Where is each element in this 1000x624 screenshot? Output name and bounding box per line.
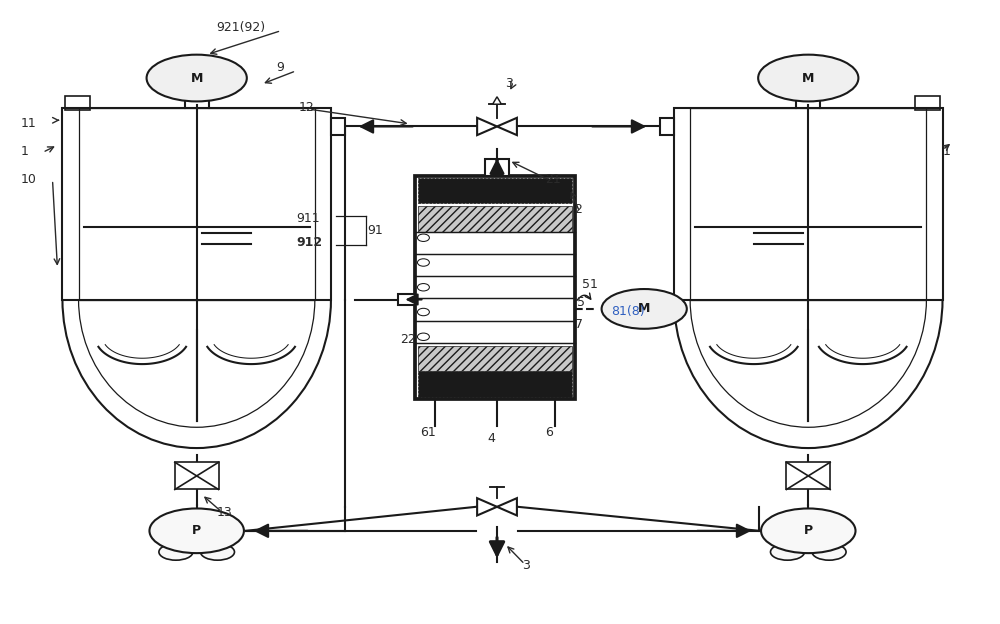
Text: M: M — [191, 72, 203, 84]
Text: 911: 911 — [296, 212, 320, 225]
Text: 10: 10 — [21, 172, 37, 185]
Polygon shape — [477, 498, 497, 515]
Text: 6: 6 — [545, 426, 553, 439]
Polygon shape — [497, 118, 517, 135]
Ellipse shape — [147, 55, 247, 102]
Bar — [331, 119, 345, 135]
Text: 7: 7 — [575, 318, 583, 331]
Polygon shape — [493, 97, 501, 104]
Text: M: M — [802, 72, 814, 84]
Bar — [175, 462, 219, 489]
Bar — [65, 96, 90, 110]
Text: 921(92): 921(92) — [217, 21, 266, 34]
Text: P: P — [804, 524, 813, 537]
Text: 1: 1 — [943, 145, 950, 158]
Bar — [418, 178, 572, 203]
Text: M: M — [638, 303, 650, 315]
Text: 3: 3 — [505, 77, 513, 90]
Bar — [485, 158, 509, 176]
Bar — [398, 294, 415, 305]
Text: 9: 9 — [276, 61, 284, 74]
Ellipse shape — [770, 544, 804, 560]
Text: 1: 1 — [21, 145, 29, 158]
Bar — [415, 176, 575, 399]
Text: 21: 21 — [545, 172, 561, 185]
Ellipse shape — [602, 289, 687, 329]
Bar — [660, 119, 674, 135]
Text: 912: 912 — [296, 236, 322, 249]
Text: 13: 13 — [217, 507, 232, 520]
Ellipse shape — [758, 55, 858, 102]
Bar — [786, 462, 830, 489]
Bar — [418, 346, 572, 371]
Text: 81(8): 81(8) — [611, 306, 645, 318]
Text: 3: 3 — [522, 559, 530, 572]
Text: 11: 11 — [21, 117, 36, 130]
Text: 4: 4 — [487, 432, 495, 446]
Polygon shape — [497, 498, 517, 515]
Text: 22: 22 — [401, 333, 416, 346]
Ellipse shape — [200, 544, 234, 560]
Text: P: P — [192, 524, 201, 537]
Text: 61: 61 — [420, 426, 436, 439]
Ellipse shape — [812, 544, 846, 560]
Ellipse shape — [761, 509, 856, 553]
Bar — [418, 206, 572, 232]
Text: 2: 2 — [575, 203, 582, 217]
Text: 51: 51 — [582, 278, 597, 291]
Ellipse shape — [159, 544, 193, 560]
Polygon shape — [477, 118, 497, 135]
Ellipse shape — [149, 509, 244, 553]
Bar — [915, 96, 940, 110]
Text: 91: 91 — [368, 224, 383, 237]
Bar — [418, 371, 572, 397]
Text: 12: 12 — [299, 102, 315, 114]
Text: 5: 5 — [577, 296, 585, 310]
